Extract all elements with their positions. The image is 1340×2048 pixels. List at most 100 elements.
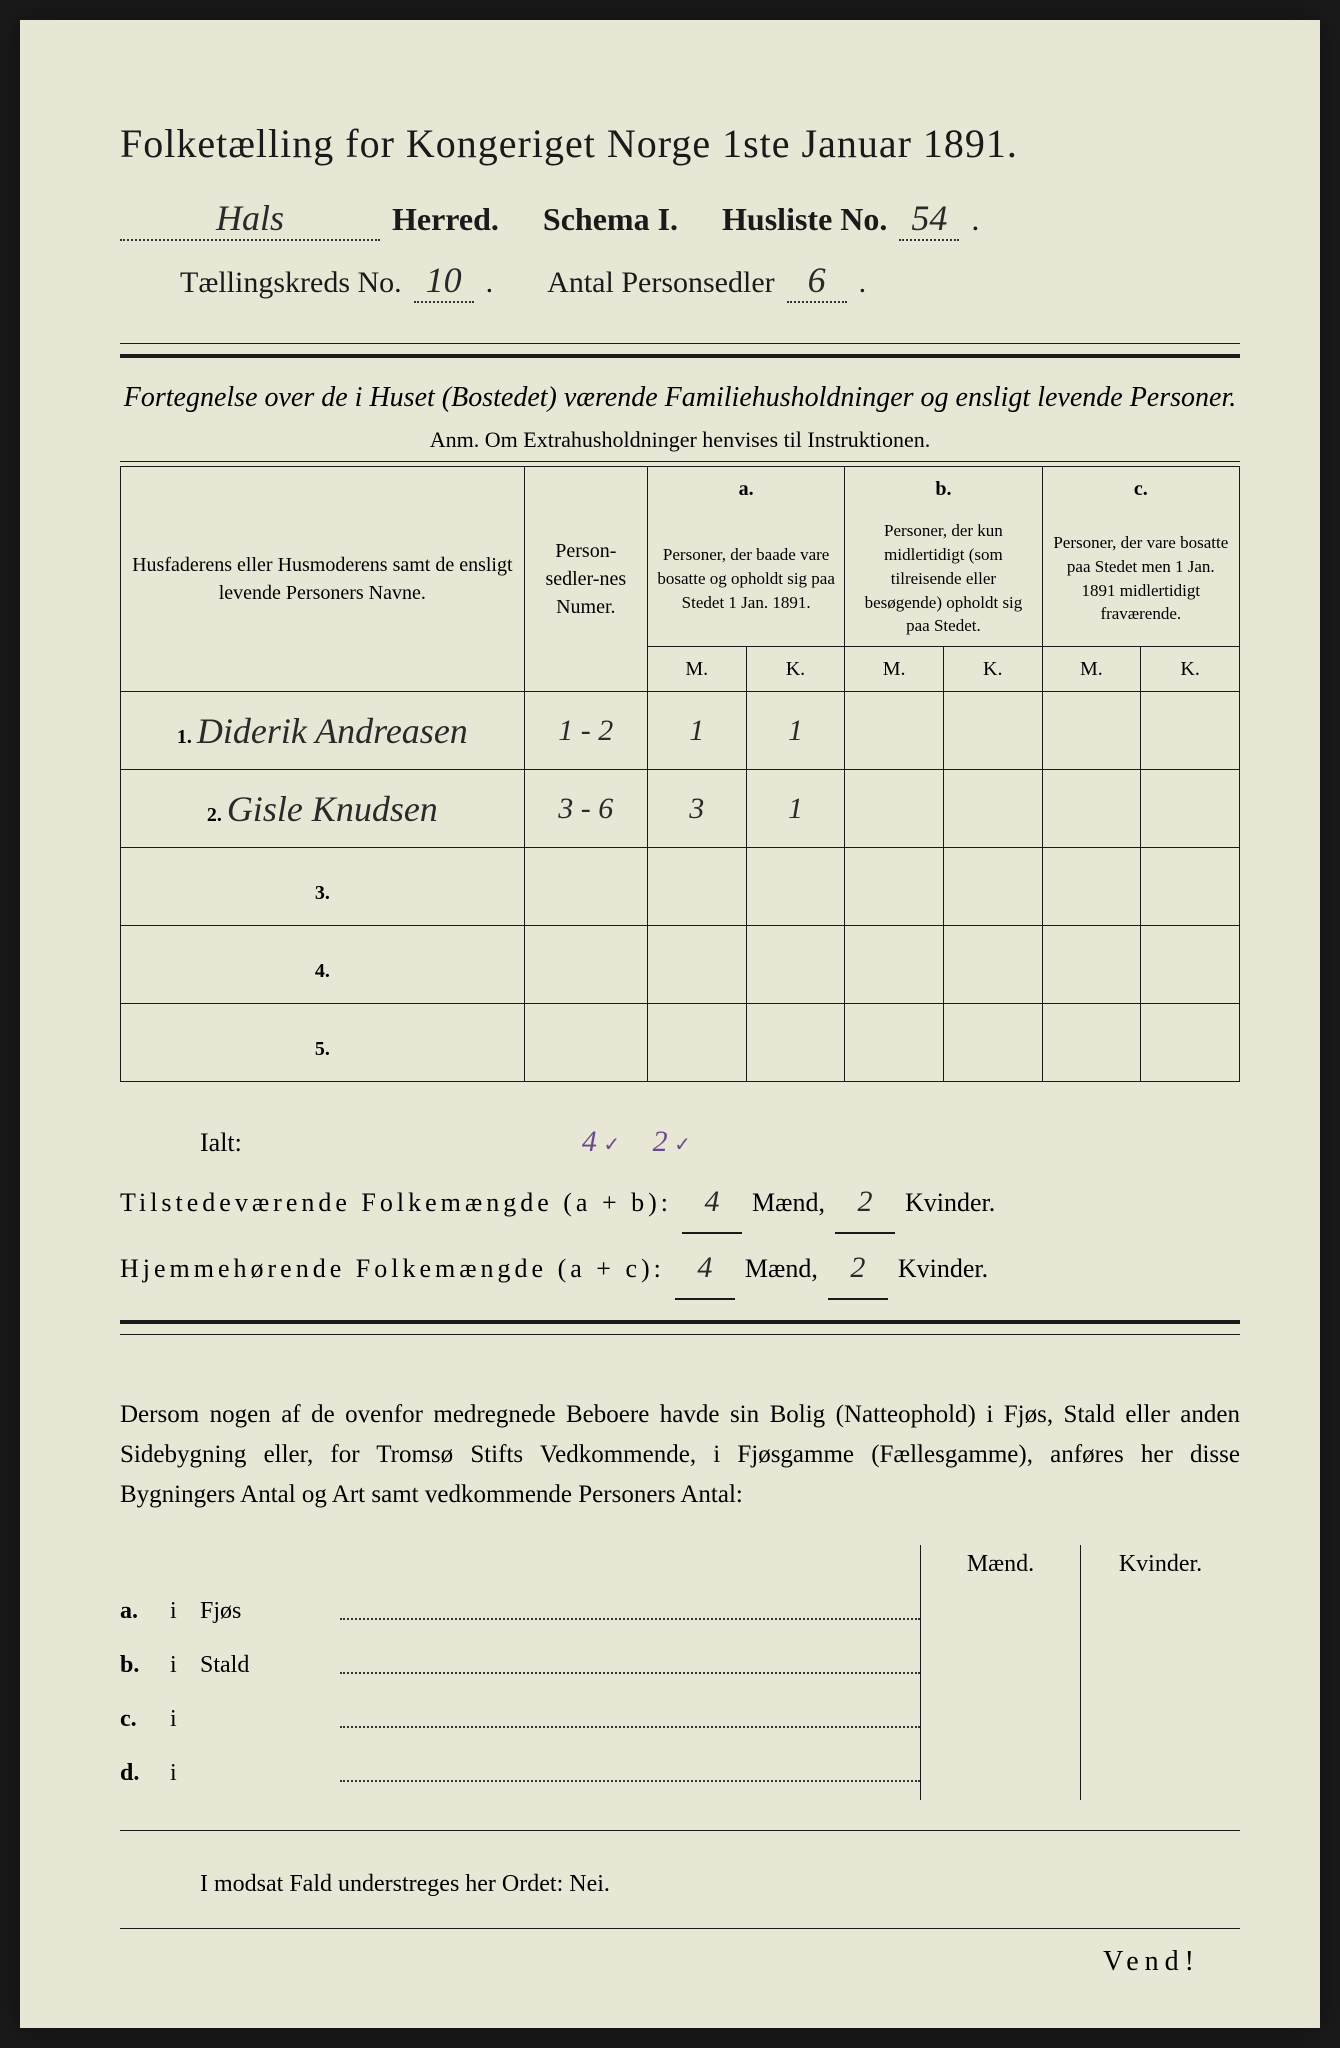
dotted-line — [340, 1602, 920, 1620]
row-bm — [845, 770, 944, 848]
kreds-value: 10 — [414, 259, 474, 303]
col-header-a: Personer, der baade vare bosatte og opho… — [647, 511, 844, 646]
hjemme-k: 2 — [828, 1238, 888, 1300]
main-title: Folketælling for Kongeriget Norge 1ste J… — [120, 120, 1240, 167]
row-name-cell: 2. Gisle Knudsen — [121, 770, 525, 848]
row-cm — [1042, 770, 1141, 848]
row-ak: 1 — [746, 692, 845, 770]
bldg-row-label: b. — [120, 1652, 170, 1679]
row-ak: 1 — [746, 770, 845, 848]
check-icon: ✓ — [674, 1134, 691, 1156]
maend-label: Mænd, — [752, 1177, 825, 1229]
bldg-maend-cell — [920, 1692, 1080, 1746]
divider — [120, 343, 1240, 344]
col-a-k: K. — [746, 647, 845, 692]
personsedler-label: Antal Personsedler — [547, 266, 774, 300]
header-line-3: Tællingskreds No. 10 . Antal Personsedle… — [120, 259, 1240, 303]
building-paragraph: Dersom nogen af de ovenfor medregnede Be… — [120, 1395, 1240, 1515]
row-am — [647, 848, 746, 926]
divider — [120, 1320, 1240, 1324]
row-num — [524, 1004, 647, 1082]
table-row: 5. — [121, 1004, 1240, 1082]
nei-line: I modsat Fald understreges her Ordet: Ne… — [120, 1871, 1240, 1898]
bldg-maend-cell — [920, 1746, 1080, 1800]
row-ck — [1141, 848, 1240, 926]
row-ck — [1141, 1004, 1240, 1082]
row-am: 1 — [647, 692, 746, 770]
col-c-k: K. — [1141, 647, 1240, 692]
building-row: a.iFjøs — [120, 1584, 1240, 1638]
divider — [120, 461, 1240, 462]
bldg-maend-cell — [920, 1584, 1080, 1638]
row-name-cell: 4. — [121, 926, 525, 1004]
hjemme-m: 4 — [675, 1238, 735, 1300]
row-num: 3 - 6 — [524, 770, 647, 848]
row-bk — [943, 692, 1042, 770]
row-bm — [845, 692, 944, 770]
col-header-a-top: a. — [647, 467, 844, 512]
row-bk — [943, 1004, 1042, 1082]
herred-value: Hals — [120, 197, 380, 241]
row-bm — [845, 926, 944, 1004]
ialt-label: Ialt: — [200, 1117, 242, 1169]
table-row: 4. — [121, 926, 1240, 1004]
bldg-row-name: Stald — [200, 1652, 340, 1679]
row-ak — [746, 926, 845, 1004]
dotted-line — [340, 1764, 920, 1782]
row-num — [524, 926, 647, 1004]
divider — [120, 1830, 1240, 1831]
kreds-label: Tællingskreds No. — [180, 266, 402, 300]
maend-label: Mænd, — [745, 1243, 818, 1295]
divider — [120, 1334, 1240, 1335]
ialt-k: 2 — [653, 1125, 668, 1158]
row-bk — [943, 926, 1042, 1004]
row-am: 3 — [647, 770, 746, 848]
table-row: 1. Diderik Andreasen1 - 211 — [121, 692, 1240, 770]
bldg-row-label: a. — [120, 1598, 170, 1625]
bldg-maend-cell — [920, 1638, 1080, 1692]
ialt-m: 4 — [582, 1125, 597, 1158]
row-ck — [1141, 770, 1240, 848]
bldg-row-label: d. — [120, 1760, 170, 1787]
table-row: 2. Gisle Knudsen3 - 631 — [121, 770, 1240, 848]
row-am — [647, 926, 746, 1004]
row-num: 1 - 2 — [524, 692, 647, 770]
herred-label: Herred. — [392, 201, 499, 238]
bldg-row-name: Fjøs — [200, 1598, 340, 1625]
bldg-kvinder-header: Kvinder. — [1080, 1545, 1240, 1584]
building-row: b.iStald — [120, 1638, 1240, 1692]
check-icon: ✓ — [603, 1134, 620, 1156]
personsedler-value: 6 — [787, 259, 847, 303]
census-form-page: Folketælling for Kongeriget Norge 1ste J… — [20, 20, 1320, 2028]
col-header-b: Personer, der kun midlertidigt (som tilr… — [845, 511, 1042, 646]
bldg-maend-header: Mænd. — [920, 1545, 1080, 1584]
row-name-cell: 1. Diderik Andreasen — [121, 692, 525, 770]
row-num — [524, 848, 647, 926]
building-row: c.i — [120, 1692, 1240, 1746]
anm-note: Anm. Om Extrahusholdninger henvises til … — [120, 427, 1240, 453]
bldg-kvinder-cell — [1080, 1584, 1240, 1638]
dotted-line — [340, 1656, 920, 1674]
subtitle: Fortegnelse over de i Huset (Bostedet) v… — [120, 378, 1240, 417]
col-b-m: M. — [845, 647, 944, 692]
row-bm — [845, 1004, 944, 1082]
hjemme-label: Hjemmehørende Folkemængde (a + c): — [120, 1243, 665, 1295]
table-row: 3. — [121, 848, 1240, 926]
row-cm — [1042, 1004, 1141, 1082]
husliste-value: 54 — [899, 197, 959, 241]
col-header-c: Personer, der vare bosatte paa Stedet me… — [1042, 511, 1239, 646]
vend-label: Vend! — [1103, 1946, 1200, 1978]
tilstede-k: 2 — [835, 1172, 895, 1234]
row-cm — [1042, 926, 1141, 1004]
divider — [120, 1928, 1240, 1929]
bldg-kvinder-cell — [1080, 1746, 1240, 1800]
building-table: Mænd. Kvinder. a.iFjøsb.iStaldc.id.i — [120, 1545, 1240, 1800]
dotted-line — [340, 1710, 920, 1728]
col-header-num: Person-sedler-nes Numer. — [524, 467, 647, 692]
row-cm — [1042, 692, 1141, 770]
tilstede-label: Tilstedeværende Folkemængde (a + b): — [120, 1177, 672, 1229]
row-ck — [1141, 926, 1240, 1004]
col-a-m: M. — [647, 647, 746, 692]
row-bk — [943, 770, 1042, 848]
census-table: Husfaderens eller Husmoderens samt de en… — [120, 466, 1240, 1082]
